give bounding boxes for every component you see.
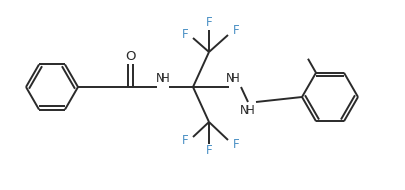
Text: H: H [230, 73, 239, 86]
Text: F: F [182, 135, 188, 147]
Text: N: N [156, 73, 164, 86]
Text: N: N [240, 104, 248, 116]
Text: F: F [182, 28, 188, 40]
Text: H: H [161, 73, 169, 86]
Text: F: F [206, 145, 212, 158]
Text: H: H [245, 104, 254, 116]
Text: F: F [233, 25, 239, 37]
Text: O: O [125, 51, 135, 63]
Text: F: F [233, 138, 239, 150]
Text: F: F [206, 17, 212, 29]
Text: N: N [226, 73, 234, 86]
